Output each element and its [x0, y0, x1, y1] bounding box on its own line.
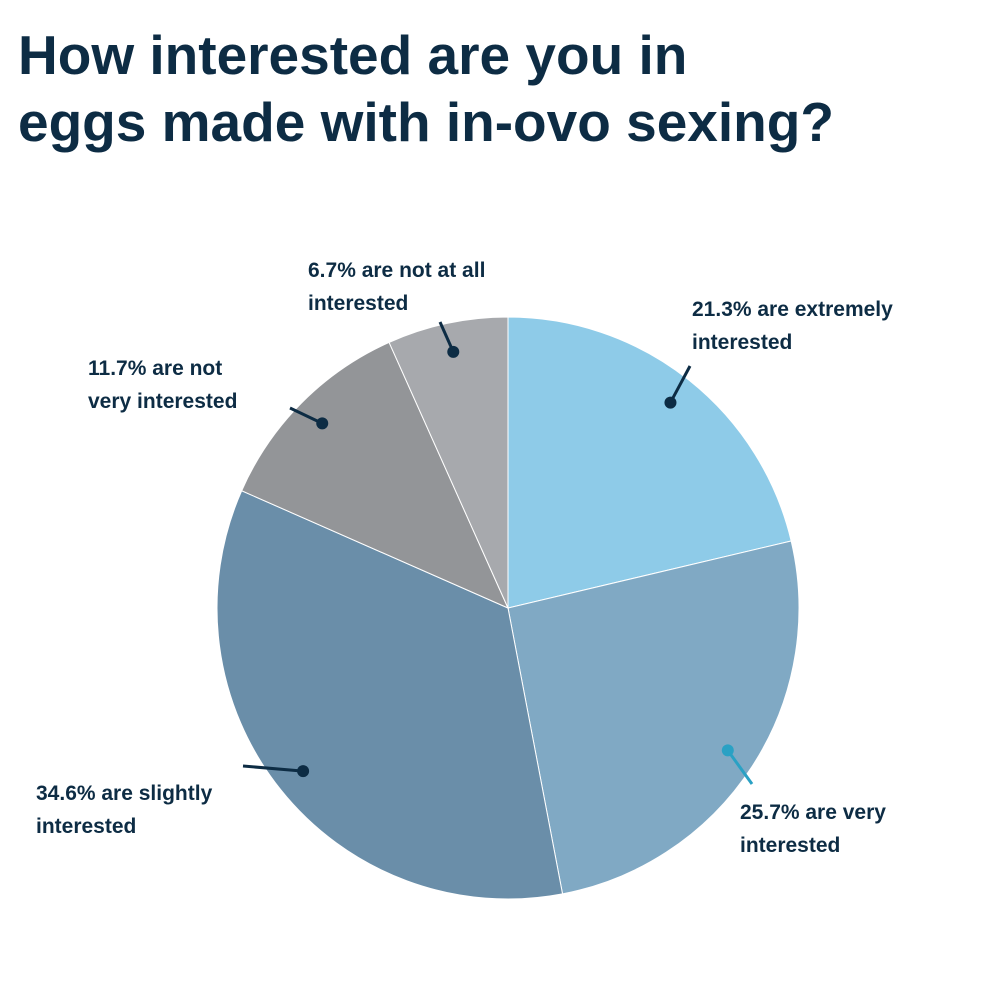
- leader-line: [726, 749, 754, 785]
- pie-slice: [241, 341, 509, 609]
- chart-title: How interested are you in eggs made with…: [18, 24, 834, 153]
- pie-slice: [507, 540, 800, 895]
- data-label: 34.6% are slightly interested: [36, 782, 213, 838]
- leader-dot: [721, 744, 734, 757]
- leader-dot: [447, 345, 460, 358]
- leader-dot: [316, 417, 329, 430]
- pie-slice: [216, 490, 564, 900]
- leader-dot: [664, 396, 677, 409]
- data-label: 11.7% are not very interested: [88, 357, 238, 413]
- pie-slice: [388, 316, 509, 609]
- leader-line: [669, 365, 692, 404]
- leader-dot: [297, 765, 310, 778]
- pie-slice: [507, 316, 792, 609]
- leader-line: [242, 764, 304, 773]
- data-label: 21.3% are extremely interested: [692, 298, 893, 354]
- data-label: 6.7% are not at all interested: [308, 259, 486, 315]
- data-label: 25.7% are very interested: [740, 801, 886, 857]
